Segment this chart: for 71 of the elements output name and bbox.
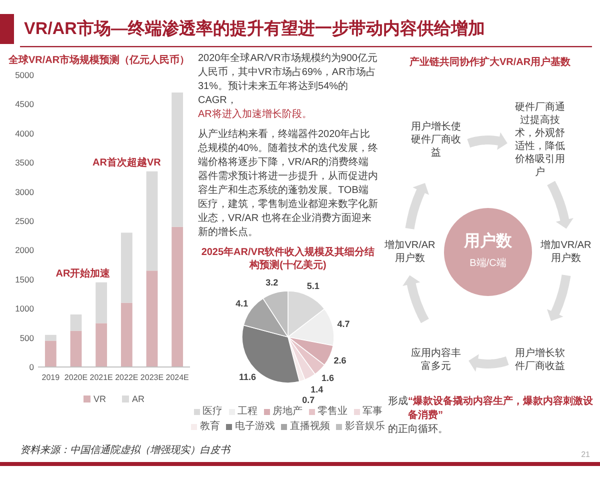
data-label: 0.7 [302,394,315,405]
bar [172,226,184,367]
text: 硬件厂商通过提高技术，外观舒适性，降低价格吸引用户 [514,101,566,179]
y-tick-label: 0 [29,362,34,372]
y-tick-label: 2500 [15,216,34,226]
text: 资料来源：中国信通院虚拟（增强现实）白皮书 [20,444,230,457]
text: 应用内容丰富多元 [410,347,462,373]
data-label: 1.4 [310,384,324,395]
y-tick-label: 3000 [15,186,34,197]
data-label: 4.7 [337,318,350,329]
annotation: AR开始加速 [56,267,112,280]
legend-label: 电子游戏 [235,420,275,433]
bar [96,282,108,324]
legend-label: AR [132,394,146,404]
text: 从产业结构来看，终端器件2020年占比总规模的40%。随着技术的迭代发展，终端价格将逐步下降，VR/AR的消费终端器件需求预计将进一步提升，从而促进内容生产和生态系统的蓬勃发展。TOB端医疗，建筑，零售制造业都迎来数字化新业态，VR/AR 也将在企业消费方面迎来新的增长点。 [198,128,378,240]
y-tick-label: 2000 [15,245,34,256]
text: 形成 [388,395,408,409]
text: 产业链共同协作扩大VR/AR用户基数 [408,56,572,69]
x-tick-label: 2022E [115,373,138,382]
x-tick-label: 2023E [140,373,164,382]
text: B端/C端 [470,257,506,269]
data-label: 4.1 [236,298,248,308]
legend-label: 教育 [200,420,220,433]
x-tick-label: 2019 [42,373,60,382]
chart-title: 全球VR/AR市场规模预测（亿元人民币） [7,53,191,67]
x-tick-label: 2020E [64,373,88,382]
bar [96,323,108,367]
y-tick-label: 4000 [15,128,34,138]
legend-label: 零售业 [318,405,348,418]
text: AR将进入加速增长阶段。 [198,108,313,122]
x-tick-label: 2024E [166,373,189,382]
legend-label: 房地产 [272,405,302,418]
bar [120,232,132,303]
bar [120,302,132,367]
data-label: 1.6 [322,372,334,383]
chart-title: 2025年AR/VR软件收入规模及其细分结构预测(十亿美元) [200,246,376,272]
text: 用户数 [463,232,513,250]
x-tick-label: 2021E [90,373,113,382]
text: 增加VR/AR用户数 [384,239,436,265]
bar [70,330,82,367]
data-label: 2.6 [334,355,346,366]
legend-label: 影音娱乐 [345,420,385,433]
legend-label: 工程 [238,405,258,418]
text: VR/AR市场—终端渗透率的提升有望进一步带动内容供给增加 [24,18,485,40]
bar [70,314,82,331]
bar [44,334,56,341]
text: 21 [581,449,590,461]
bar [44,340,56,367]
text: “爆款设备撬动内容生产，爆款内容刺激设备消费” [408,395,594,423]
data-label: 11.6 [239,372,256,382]
bar [146,171,158,271]
bar [146,270,158,367]
y-tick-label: 1000 [15,304,34,314]
annotation: AR首次超越VR [92,156,162,168]
legend-label: VR [93,394,106,404]
text: 增加VR/AR用户数 [540,239,592,265]
legend-label: 医疗 [202,405,222,418]
text: 2020年全球AR/VR市场规模约为900亿元人民币，其中VR市场占69%，AR市场占31%。预计未来五年将达到54%的CAGR， [198,52,378,108]
y-tick-label: 1500 [15,274,34,284]
text: 用户增长使硬件厂商收益 [410,120,462,160]
data-label: 3.2 [266,277,278,288]
text: 的正向循环。 [388,423,449,437]
legend-label: 直播视频 [290,420,330,433]
data-label: 5.1 [306,280,320,291]
bar [172,92,184,227]
y-tick-label: 3500 [15,158,34,168]
y-tick-label: 4500 [15,99,34,110]
y-tick-label: 500 [20,332,34,343]
text: 用户增长软件厂商收益 [514,347,566,373]
legend-label: 军事 [362,405,382,418]
y-tick-label: 5000 [15,70,34,80]
